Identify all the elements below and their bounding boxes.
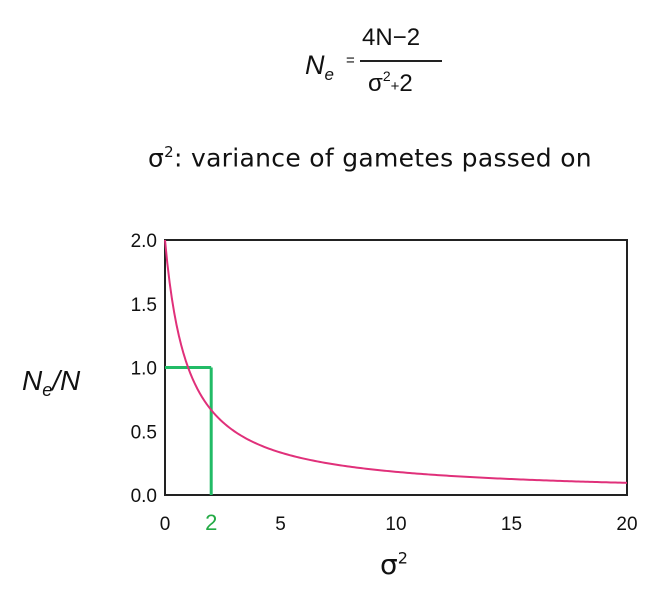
x-tick-label: 10 bbox=[385, 514, 406, 535]
y-tick-label: 0.0 bbox=[131, 486, 157, 507]
y-tick-label: 1.5 bbox=[131, 295, 157, 316]
chart: 0.0 0.5 1.0 1.5 2.0 0 2 5 10 15 20 bbox=[131, 231, 638, 535]
x-tick-label: 15 bbox=[501, 514, 522, 535]
x-tick-label: 2 bbox=[205, 510, 217, 535]
y-axis-label: Ne/N bbox=[22, 365, 81, 400]
formula-numerator: 4N−2 bbox=[362, 24, 421, 51]
y-tick-label: 0.5 bbox=[131, 422, 157, 443]
x-tick-label: 0 bbox=[160, 514, 171, 535]
formula: Ne = 4N−2 σ2+2 bbox=[0, 0, 647, 110]
y-tick-label: 1.0 bbox=[131, 359, 157, 380]
formula-denominator: σ2+2 bbox=[368, 68, 413, 97]
y-tick-label: 2.0 bbox=[131, 231, 157, 252]
x-axis-label: σ2 bbox=[380, 548, 408, 581]
caption: σ2: variance of gametes passed on bbox=[148, 143, 592, 173]
formula-equals: = bbox=[346, 52, 355, 69]
series-curve bbox=[164, 239, 628, 484]
fraction-bar bbox=[360, 60, 442, 62]
x-tick-label: 5 bbox=[275, 514, 286, 535]
x-tick-label: 20 bbox=[616, 514, 637, 535]
plot-frame bbox=[164, 239, 628, 496]
formula-lhs: Ne bbox=[305, 50, 334, 84]
